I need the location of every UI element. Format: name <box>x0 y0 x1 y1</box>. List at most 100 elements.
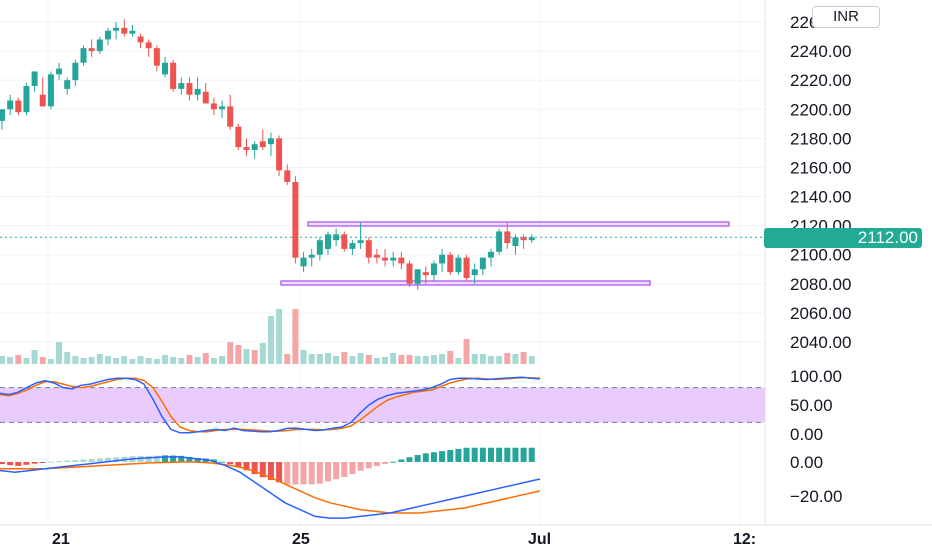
volume-bar <box>365 355 372 364</box>
macd-pane <box>0 447 541 519</box>
candle-body <box>267 138 274 145</box>
macd-histogram-bar <box>23 462 30 465</box>
last-price-tag: 2112.00 <box>764 228 922 248</box>
volume-bar <box>488 356 494 364</box>
volume-bar <box>373 358 380 364</box>
volume-bar <box>357 353 364 364</box>
macd-histogram-bar <box>528 447 535 462</box>
macd-histogram-bar <box>145 455 152 462</box>
price-tick-label: 2220.00 <box>790 71 851 90</box>
stochastic-pane <box>0 376 765 434</box>
macd-histogram-bar <box>276 462 283 483</box>
macd-histogram-bar <box>520 447 527 462</box>
stoch-band <box>0 387 765 423</box>
candle-body <box>104 30 111 40</box>
candle-body <box>210 103 217 110</box>
volume-bar <box>471 354 478 364</box>
candle-body <box>471 269 478 276</box>
time-axis[interactable]: 21 25 Jul 12: <box>52 531 756 548</box>
price-tick-label: 2040.00 <box>790 333 851 352</box>
candle-body <box>496 231 503 252</box>
stoch-tick-label: 50.00 <box>790 396 833 415</box>
volume-bar <box>121 356 128 364</box>
macd-histogram-bar <box>308 462 315 485</box>
candle-body <box>251 144 258 150</box>
candle-body <box>129 30 136 34</box>
price-tick-label: 2200.00 <box>790 100 851 119</box>
volume-bar <box>64 352 71 364</box>
price-axis[interactable]: 2260.002240.002220.002200.002180.002160.… <box>790 13 851 506</box>
macd-histogram-bar <box>153 455 160 462</box>
time-tick-label: 25 <box>292 531 310 548</box>
volume-bar <box>308 354 315 364</box>
macd-tick-label: 0.00 <box>790 453 823 472</box>
volume-bar <box>72 356 79 364</box>
candle-body <box>178 83 185 89</box>
candle-body <box>390 257 397 261</box>
candle-body <box>80 48 87 63</box>
macd-histogram-bar <box>365 462 372 469</box>
macd-histogram-bar <box>227 462 234 465</box>
candle-body <box>373 254 380 258</box>
candle-body <box>504 231 511 244</box>
volume-bar <box>276 309 283 364</box>
candle-body <box>170 62 177 89</box>
candle-body <box>455 257 462 273</box>
stoch-k-line <box>0 376 541 434</box>
macd-histogram-bar <box>471 447 478 462</box>
volume-bar <box>202 353 209 364</box>
resistance-rectangle <box>307 221 730 227</box>
macd-histogram-bar <box>455 448 462 462</box>
macd-histogram-bar <box>512 447 519 462</box>
macd-histogram-bar <box>251 462 258 475</box>
macd-histogram-bar <box>422 453 429 462</box>
macd-histogram-bar <box>488 447 494 462</box>
volume-bar <box>520 352 527 364</box>
macd-histogram-bar <box>210 459 217 462</box>
candle-body <box>235 126 242 148</box>
candle-body <box>96 39 103 52</box>
range-rectangles[interactable] <box>280 221 730 286</box>
macd-histogram-bar <box>333 462 340 480</box>
volume-bar <box>88 357 95 364</box>
macd-histogram-bar <box>349 462 356 475</box>
candle-body <box>414 269 421 284</box>
macd-histogram-bar <box>406 457 413 462</box>
macd-histogram-bar <box>170 455 177 462</box>
candle-body <box>145 42 152 49</box>
volume-bar <box>414 356 421 364</box>
macd-histogram-bar <box>0 462 5 465</box>
candle-body <box>316 240 323 255</box>
macd-histogram-bar <box>447 449 454 462</box>
macd-line <box>0 456 541 519</box>
currency-badge[interactable]: INR <box>812 6 880 28</box>
macd-histogram-bar <box>430 452 437 462</box>
candle-body <box>308 254 315 258</box>
candle-body <box>137 36 144 43</box>
macd-histogram-bar <box>235 462 242 467</box>
macd-histogram-bar <box>373 462 380 467</box>
volume-bar <box>496 356 503 364</box>
volume-bar <box>479 354 486 364</box>
volume-bar <box>341 352 348 364</box>
candle-body <box>186 83 193 95</box>
volume-bar <box>31 350 38 364</box>
macd-histogram-bar <box>113 457 120 462</box>
candle-body <box>121 27 128 34</box>
volume-bar <box>300 350 307 364</box>
volume-bar <box>0 356 5 364</box>
macd-histogram-bar <box>496 447 503 462</box>
candle-body <box>56 68 63 75</box>
candle-body <box>227 106 234 127</box>
volume-bar <box>7 357 14 364</box>
macd-histogram-bar <box>463 447 470 462</box>
macd-histogram-bar <box>88 458 95 462</box>
volume-bar <box>80 358 87 364</box>
candle-body <box>512 237 519 246</box>
macd-histogram-bar <box>219 461 226 463</box>
macd-histogram-bar <box>39 462 46 463</box>
volume-bars <box>0 309 535 364</box>
volume-bar <box>104 356 111 364</box>
macd-histogram-bar <box>390 461 397 463</box>
